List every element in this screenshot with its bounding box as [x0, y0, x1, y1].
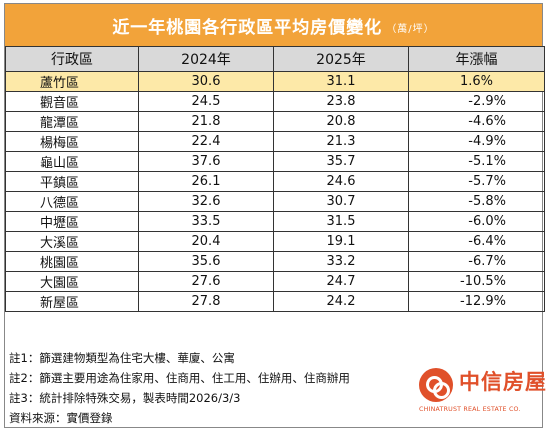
- note-1: 註1：篩選建物類型為住宅大樓、華廈、公寓: [9, 351, 235, 365]
- change-cell: -10.5%: [408, 271, 545, 292]
- district-cell: 大溪區: [5, 231, 139, 252]
- table-row: 大溪區 20.4 19.1 -6.4%: [5, 231, 545, 252]
- note-2: 註2：篩選主要用途為住家用、住商用、住工用、住辦用、住商辦用: [9, 371, 350, 385]
- table-row: 八德區 32.6 30.7 -5.8%: [5, 191, 545, 212]
- report-title: 近一年桃園各行政區平均房價變化: [112, 17, 383, 38]
- price-2024-cell: 27.6: [138, 271, 274, 292]
- table-row: 中壢區 33.5 31.5 -6.0%: [5, 211, 545, 232]
- price-2024-cell: 32.6: [138, 191, 274, 212]
- district-cell: 新屋區: [5, 291, 139, 312]
- change-cell: -4.6%: [408, 111, 545, 132]
- logo-chinese-name: 中信房屋: [459, 370, 547, 394]
- price-2024-cell: 24.5: [138, 91, 274, 112]
- price-2025-cell: 24.7: [273, 271, 409, 292]
- change-cell: -6.4%: [408, 231, 545, 252]
- price-2025-cell: 21.3: [273, 131, 409, 152]
- price-2025-cell: 20.8: [273, 111, 409, 132]
- table-row: 龍潭區 21.8 20.8 -4.6%: [5, 111, 545, 132]
- report-title-bar: 近一年桃園各行政區平均房價變化 （萬/坪）: [5, 4, 542, 46]
- price-2025-cell: 24.2: [273, 291, 409, 312]
- district-cell: 平鎮區: [5, 171, 139, 192]
- price-2024-cell: 26.1: [138, 171, 274, 192]
- price-2024-cell: 27.8: [138, 291, 274, 312]
- district-cell: 蘆竹區: [5, 71, 139, 92]
- header-change: 年漲幅: [408, 46, 545, 72]
- change-cell: -6.7%: [408, 251, 545, 272]
- header-2025: 2025年: [273, 46, 409, 72]
- data-source: 資料來源：實價登錄: [9, 411, 113, 425]
- change-cell: -12.9%: [408, 291, 545, 312]
- footnotes: 註1：篩選建物類型為住宅大樓、華廈、公寓 註2：篩選主要用途為住家用、住商用、住…: [9, 348, 350, 428]
- header-2024: 2024年: [138, 46, 274, 72]
- table-row: 龜山區 37.6 35.7 -5.1%: [5, 151, 545, 172]
- table-row: 蘆竹區 30.6 31.1 1.6%: [5, 71, 545, 92]
- table-row: 桃園區 35.6 33.2 -6.7%: [5, 251, 545, 272]
- logo-mark-icon: [419, 368, 453, 402]
- change-cell: -5.8%: [408, 191, 545, 212]
- note-3: 註3：統計排除特殊交易，製表時間2026/3/3: [9, 391, 241, 405]
- price-2025-cell: 30.7: [273, 191, 409, 212]
- price-2025-cell: 24.6: [273, 171, 409, 192]
- change-cell: -4.9%: [408, 131, 545, 152]
- price-2024-cell: 22.4: [138, 131, 274, 152]
- table-row: 新屋區 27.8 24.2 -12.9%: [5, 291, 545, 312]
- district-cell: 大園區: [5, 271, 139, 292]
- change-cell: -6.0%: [408, 211, 545, 232]
- company-logo: 中信房屋 CHINATRUST REAL ESTATE CO.: [419, 366, 546, 420]
- price-2024-cell: 33.5: [138, 211, 274, 232]
- price-2025-cell: 33.2: [273, 251, 409, 272]
- unit-label: （萬/坪）: [386, 23, 435, 35]
- district-cell: 楊梅區: [5, 131, 139, 152]
- district-cell: 桃園區: [5, 251, 139, 272]
- change-cell: -5.1%: [408, 151, 545, 172]
- change-cell: 1.6%: [408, 71, 545, 92]
- table-row: 大園區 27.6 24.7 -10.5%: [5, 271, 545, 292]
- district-cell: 中壢區: [5, 211, 139, 232]
- change-cell: -2.9%: [408, 91, 545, 112]
- price-2025-cell: 35.7: [273, 151, 409, 172]
- district-cell: 觀音區: [5, 91, 139, 112]
- logo-english-name: CHINATRUST REAL ESTATE CO.: [419, 406, 521, 413]
- price-2025-cell: 31.5: [273, 211, 409, 232]
- district-cell: 龍潭區: [5, 111, 139, 132]
- price-table: 行政區 2024年 2025年 年漲幅 蘆竹區 30.6 31.1 1.6% 觀音區 2…: [5, 46, 545, 312]
- price-2024-cell: 21.8: [138, 111, 274, 132]
- price-2025-cell: 19.1: [273, 231, 409, 252]
- table-row: 平鎮區 26.1 24.6 -5.7%: [5, 171, 545, 192]
- price-2024-cell: 30.6: [138, 71, 274, 92]
- district-cell: 龜山區: [5, 151, 139, 172]
- price-2024-cell: 20.4: [138, 231, 274, 252]
- price-2024-cell: 35.6: [138, 251, 274, 272]
- district-cell: 八德區: [5, 191, 139, 212]
- table-row: 楊梅區 22.4 21.3 -4.9%: [5, 131, 545, 152]
- change-cell: -5.7%: [408, 171, 545, 192]
- price-2024-cell: 37.6: [138, 151, 274, 172]
- header-district: 行政區: [5, 46, 139, 72]
- table-header-row: 行政區 2024年 2025年 年漲幅: [5, 46, 545, 72]
- price-2025-cell: 23.8: [273, 91, 409, 112]
- table-row: 觀音區 24.5 23.8 -2.9%: [5, 91, 545, 112]
- price-2025-cell: 31.1: [273, 71, 409, 92]
- report-frame: 近一年桃園各行政區平均房價變化 （萬/坪） 行政區 2024年 2025年 年漲…: [4, 3, 546, 428]
